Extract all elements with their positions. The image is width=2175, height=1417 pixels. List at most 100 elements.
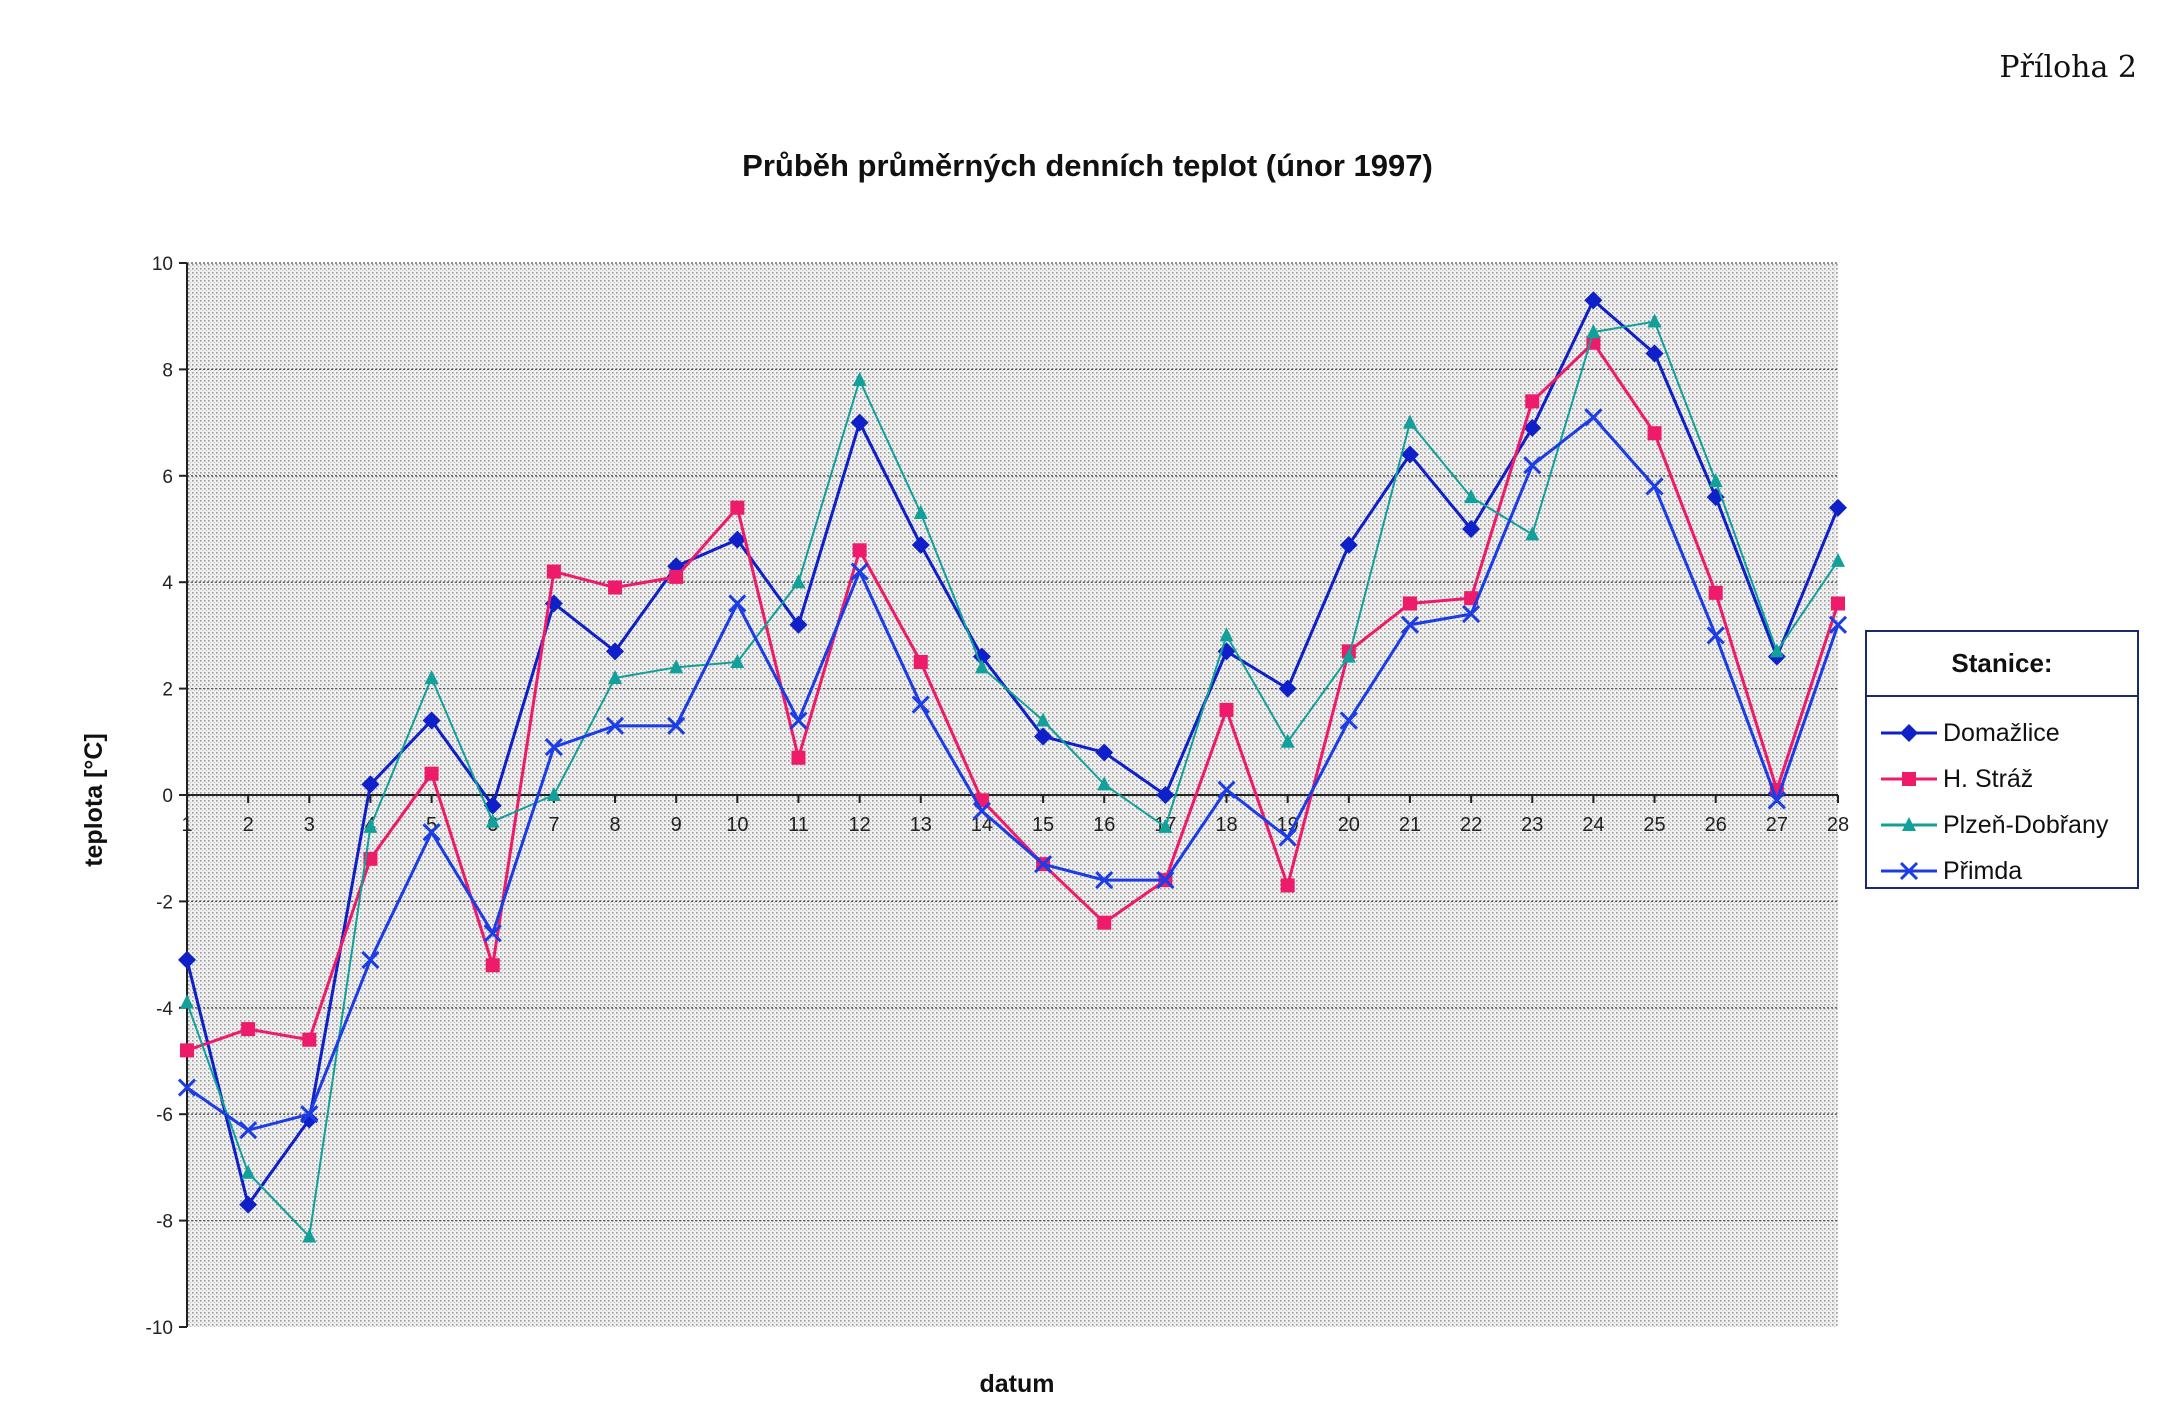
legend-label: Plzeň-Dobřany [1943,810,2109,839]
data-point [1464,489,1479,504]
legend-marker [1899,861,1919,881]
data-point [1402,596,1417,611]
y-tick-label: 4 [162,573,173,594]
data-point [422,711,441,730]
legend-item: H. Stráž [1867,757,2137,801]
data-point [1829,498,1847,517]
data-point [911,695,930,714]
data-point [485,813,500,828]
data-point [1158,818,1173,833]
y-axis-label: teplota [°C] [80,733,108,867]
data-point [850,413,869,432]
data-point [972,647,991,666]
data-point [606,642,625,661]
x-tick-label: 13 [910,814,932,836]
data-point [302,1032,317,1047]
data-point [1708,473,1723,488]
y-tick-label: 6 [162,467,173,488]
data-point [180,1043,194,1058]
cross-stroke [911,695,930,714]
cross-stroke [1706,626,1725,645]
data-point [667,716,686,735]
data-point [1831,552,1845,567]
data-point [300,1105,319,1124]
x-tick-label: 21 [1399,814,1421,836]
cross-stroke [1339,711,1358,730]
series-line [186,320,1839,1238]
data-point [1525,526,1540,541]
data-point [239,1121,258,1140]
x-tick-label: 9 [671,814,682,836]
data-point [1278,828,1297,847]
legend-item: Plzeň-Dobřany [1867,803,2137,847]
cross-stroke [1278,828,1297,847]
x-tick-label: 23 [1521,814,1543,836]
data-point [177,1078,197,1097]
x-tick-label: 14 [971,814,993,836]
x-tick-label: 15 [1032,814,1054,836]
cross-stroke [1523,456,1542,475]
chart-legend: Stanice: Domažlice H. Stráž Plzeň-Dobřany P… [1865,630,2139,889]
y-tick-label: -6 [156,1105,173,1126]
data-point [608,580,623,595]
cross-stroke [605,716,625,735]
data-point [605,716,625,735]
data-point [913,505,928,520]
x-tick-label: 5 [426,814,437,836]
data-point [1034,855,1053,874]
cross-stroke [361,950,380,969]
data-point [1523,456,1542,475]
x-tick-label: 27 [1766,814,1788,836]
data-point [1525,394,1540,409]
data-point [911,535,930,554]
data-point [1219,627,1234,642]
cross-stroke [972,801,991,821]
data-point [1402,414,1417,429]
data-point [424,669,439,684]
data-point [730,654,745,668]
data-point [361,775,380,794]
data-point [728,530,747,549]
data-point [913,655,928,669]
cross-stroke [239,1121,258,1140]
series-plzen-dobrany [180,313,1845,1243]
data-point [1400,445,1419,464]
data-point [1647,426,1662,441]
data-point [608,669,623,684]
data-point [1647,313,1662,328]
data-point [1708,585,1723,600]
data-point [546,564,561,579]
data-point [241,1164,256,1179]
data-point [852,543,867,558]
x-tick-label: 11 [788,814,809,836]
data-point [180,994,194,1009]
series-line [186,341,1840,1052]
cross-stroke [667,716,686,735]
legend-title: Stanice: [1867,632,2137,697]
data-point [424,766,439,781]
legend-marker [1900,724,1918,742]
cross-stroke [1899,861,1919,881]
data-point [1462,520,1481,538]
legend-marker [1902,772,1916,786]
cross-stroke [1828,615,1848,634]
data-point [1217,780,1236,799]
legend-swatch [1881,817,1937,831]
x-tick-label: 26 [1705,814,1727,836]
data-point [1280,733,1295,748]
data-point [730,500,745,515]
data-point [1339,535,1358,554]
legend-marker [1902,817,1916,831]
cross-stroke [1095,871,1114,890]
data-point [1219,702,1234,717]
series-primda [177,408,1848,1140]
x-tick-label: 20 [1338,814,1360,836]
data-point [1097,915,1112,930]
series-line [186,415,1840,1132]
cross-stroke [300,1105,319,1124]
data-point [546,787,561,801]
page-label: Příloha 2 [1999,50,2137,85]
x-tick-label: 10 [726,814,748,836]
y-tick-label: -4 [156,999,173,1020]
